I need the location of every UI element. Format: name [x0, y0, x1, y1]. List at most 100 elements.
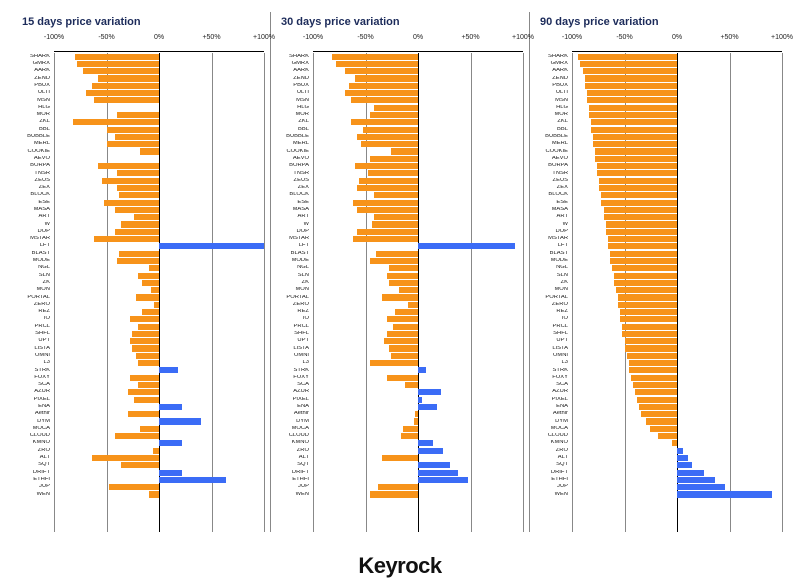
bar: [109, 484, 159, 490]
bar: [121, 221, 159, 227]
bar: [370, 112, 418, 118]
bar: [625, 345, 678, 351]
bar: [357, 229, 418, 235]
bar: [399, 287, 418, 293]
y-axis-label: ESE: [277, 200, 313, 206]
y-axis-label: ETHFI: [536, 477, 572, 483]
bar: [622, 331, 677, 337]
bar: [83, 68, 159, 74]
bar: [374, 214, 418, 220]
bar: [614, 280, 677, 286]
footer: Keyrock: [0, 553, 800, 579]
y-axis-label: LFT: [536, 243, 572, 249]
bar: [610, 251, 677, 257]
y-axis-label: PORTAL: [277, 295, 313, 301]
y-axis-label: AZUR: [536, 389, 572, 395]
bar: [355, 163, 418, 169]
bar: [677, 462, 692, 468]
axis-tick-label: +100%: [771, 34, 793, 41]
bar: [677, 484, 725, 490]
y-axis-label: MON: [18, 287, 54, 293]
axis-tick-label: 0%: [672, 34, 682, 41]
y-axis-label: KMNO: [536, 440, 572, 446]
bar: [94, 236, 159, 242]
bar: [597, 163, 677, 169]
bar: [154, 302, 159, 308]
bar: [159, 367, 178, 373]
bar: [159, 243, 264, 249]
bar: [608, 243, 677, 249]
bar: [418, 448, 443, 454]
bar: [349, 83, 418, 89]
bar: [136, 353, 159, 359]
y-axis-label: GMRX: [18, 61, 54, 67]
bar: [128, 389, 160, 395]
y-axis-label: PIXEL: [536, 397, 572, 403]
bar: [620, 316, 677, 322]
y-axis-label: WEN: [18, 492, 54, 498]
bar: [633, 382, 677, 388]
y-axis-label: ULTI: [277, 90, 313, 96]
bar: [351, 97, 418, 103]
y-axis-label: REZ: [536, 309, 572, 315]
y-axis-label: MSTAR: [18, 236, 54, 242]
bar: [159, 418, 201, 424]
bar: [98, 75, 159, 81]
bar: [672, 440, 677, 446]
y-axis-label: COOKIE: [18, 149, 54, 155]
bar: [121, 462, 159, 468]
bar: [353, 200, 418, 206]
bar: [138, 360, 159, 366]
y-axis-label: STRK: [536, 368, 572, 374]
bar: [107, 141, 160, 147]
bar: [353, 236, 418, 242]
bar: [357, 134, 418, 140]
y-axis-label: BLAST: [536, 251, 572, 257]
bar: [414, 418, 418, 424]
bar: [363, 127, 418, 133]
y-axis-label: LISTA: [277, 346, 313, 352]
bar: [159, 440, 182, 446]
bar: [635, 389, 677, 395]
y-axis-label: Aethir: [277, 411, 313, 417]
y-axis-label: ZK: [18, 280, 54, 286]
y-axis-label: W: [536, 222, 572, 228]
bar: [677, 455, 688, 461]
y-axis-label: SLN: [536, 273, 572, 279]
y-axis-label: MON: [536, 287, 572, 293]
y-axis-label: SCA: [536, 382, 572, 388]
bar: [677, 448, 683, 454]
bar: [641, 411, 677, 417]
y-axis-label: DYM: [277, 419, 313, 425]
y-axis-label: MON: [277, 287, 313, 293]
y-axis-label: ZEUS: [277, 178, 313, 184]
y-axis-label: KMNO: [18, 440, 54, 446]
y-axis-label: DYM: [18, 419, 54, 425]
bar: [115, 433, 159, 439]
bar: [646, 418, 678, 424]
y-axis-label: SCA: [277, 382, 313, 388]
y-axis-label: NGL: [277, 265, 313, 271]
bar: [389, 265, 418, 271]
bar: [134, 397, 159, 403]
page-root: 15 days price variation-100%-50%0%+50%+1…: [0, 0, 800, 585]
y-axis-label: OMNI: [18, 353, 54, 359]
axis-tick-label: 0%: [154, 34, 164, 41]
bar: [395, 309, 418, 315]
bar: [357, 185, 418, 191]
bar: [128, 411, 160, 417]
y-axis-label: HLG: [536, 105, 572, 111]
y-axis-label: MSN: [18, 98, 54, 104]
bar: [599, 185, 677, 191]
bar: [629, 367, 677, 373]
y-axis-label: CLOUD: [18, 433, 54, 439]
y-axis-label: BUBBLE: [18, 134, 54, 140]
bar: [597, 170, 677, 176]
y-axis-label: COOKIE: [277, 149, 313, 155]
bar: [403, 426, 418, 432]
y-axis-label: PBUX: [277, 83, 313, 89]
y-axis-label: BORPA: [536, 163, 572, 169]
y-axis-label: TNSR: [277, 171, 313, 177]
y-axis-label: JUP: [18, 484, 54, 490]
y-axis-label: BBL: [18, 127, 54, 133]
